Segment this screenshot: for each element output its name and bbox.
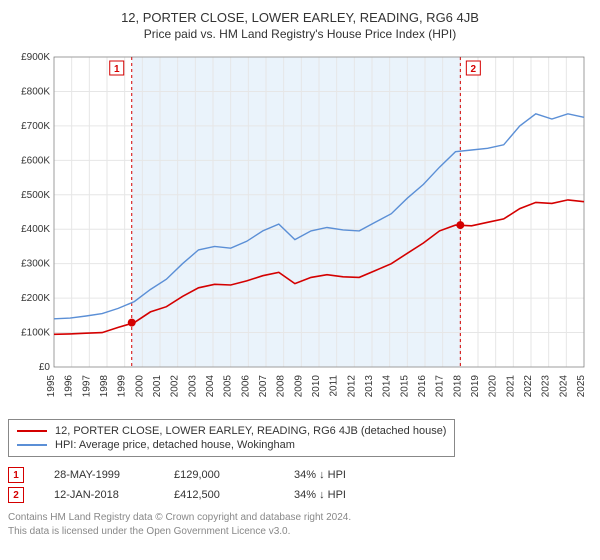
- svg-text:2014: 2014: [382, 375, 393, 398]
- page-subtitle: Price paid vs. HM Land Registry's House …: [8, 27, 592, 41]
- svg-text:1995: 1995: [46, 375, 57, 398]
- transaction-row: 1 28-MAY-1999 £129,000 34% ↓ HPI: [8, 465, 592, 485]
- svg-text:£700K: £700K: [21, 121, 50, 132]
- svg-text:2009: 2009: [293, 375, 304, 398]
- svg-text:2002: 2002: [170, 375, 181, 398]
- transaction-date: 12-JAN-2018: [54, 489, 144, 501]
- legend-label-hpi: HPI: Average price, detached house, Woki…: [55, 439, 295, 451]
- svg-text:1997: 1997: [81, 375, 92, 398]
- svg-text:2020: 2020: [488, 375, 499, 398]
- svg-text:2003: 2003: [187, 375, 198, 398]
- copyright-line-1: Contains HM Land Registry data © Crown c…: [8, 511, 592, 525]
- svg-text:2: 2: [471, 64, 477, 75]
- svg-text:£200K: £200K: [21, 293, 50, 304]
- legend-row-hpi: HPI: Average price, detached house, Woki…: [17, 438, 446, 452]
- svg-text:£500K: £500K: [21, 190, 50, 201]
- price-chart: £0 £100K £200K £300K £400K £500K £600K £700K £80…: [8, 49, 592, 409]
- svg-text:£800K: £800K: [21, 86, 50, 97]
- transaction-marker: 1: [8, 467, 24, 483]
- svg-text:2012: 2012: [346, 375, 357, 398]
- svg-text:1999: 1999: [117, 375, 128, 398]
- svg-text:2010: 2010: [311, 375, 322, 398]
- svg-text:2016: 2016: [417, 375, 428, 398]
- svg-text:£600K: £600K: [21, 155, 50, 166]
- svg-text:2023: 2023: [541, 375, 552, 398]
- svg-text:2015: 2015: [399, 375, 410, 398]
- legend: 12, PORTER CLOSE, LOWER EARLEY, READING,…: [8, 419, 455, 457]
- legend-row-property: 12, PORTER CLOSE, LOWER EARLEY, READING,…: [17, 424, 446, 438]
- svg-text:2013: 2013: [364, 375, 375, 398]
- transaction-marker: 2: [8, 487, 24, 503]
- transaction-date: 28-MAY-1999: [54, 469, 144, 481]
- svg-text:2017: 2017: [435, 375, 446, 398]
- svg-text:1: 1: [114, 64, 120, 75]
- svg-text:2006: 2006: [240, 375, 251, 398]
- transaction-price: £129,000: [174, 469, 264, 481]
- svg-text:1996: 1996: [64, 375, 75, 398]
- svg-text:£100K: £100K: [21, 328, 50, 339]
- transaction-pct: 34% ↓ HPI: [294, 469, 384, 481]
- svg-text:£400K: £400K: [21, 224, 50, 235]
- transaction-pct: 34% ↓ HPI: [294, 489, 384, 501]
- transactions-table: 1 28-MAY-1999 £129,000 34% ↓ HPI 2 12-JAN-201…: [8, 465, 592, 505]
- svg-text:2021: 2021: [505, 375, 516, 398]
- copyright: Contains HM Land Registry data © Crown c…: [8, 511, 592, 539]
- legend-swatch-hpi: [17, 444, 47, 446]
- page-title: 12, PORTER CLOSE, LOWER EARLEY, READING,…: [8, 10, 592, 25]
- legend-label-property: 12, PORTER CLOSE, LOWER EARLEY, READING,…: [55, 425, 446, 437]
- transaction-row: 2 12-JAN-2018 £412,500 34% ↓ HPI: [8, 485, 592, 505]
- svg-text:2019: 2019: [470, 375, 481, 398]
- svg-text:2005: 2005: [223, 375, 234, 398]
- svg-text:2004: 2004: [205, 375, 216, 398]
- svg-text:2018: 2018: [452, 375, 463, 398]
- svg-text:2001: 2001: [152, 375, 163, 398]
- svg-text:1998: 1998: [99, 375, 110, 398]
- legend-swatch-property: [17, 430, 47, 432]
- svg-text:£300K: £300K: [21, 259, 50, 270]
- copyright-line-2: This data is licensed under the Open Gov…: [8, 525, 592, 539]
- svg-text:2011: 2011: [329, 375, 340, 397]
- svg-text:2024: 2024: [558, 375, 569, 398]
- svg-text:£0: £0: [39, 362, 51, 373]
- transaction-price: £412,500: [174, 489, 264, 501]
- svg-text:2008: 2008: [276, 375, 287, 398]
- svg-text:£900K: £900K: [21, 52, 50, 63]
- svg-text:2007: 2007: [258, 375, 269, 398]
- svg-text:2000: 2000: [134, 375, 145, 398]
- svg-text:2025: 2025: [576, 375, 587, 398]
- svg-text:2022: 2022: [523, 375, 534, 398]
